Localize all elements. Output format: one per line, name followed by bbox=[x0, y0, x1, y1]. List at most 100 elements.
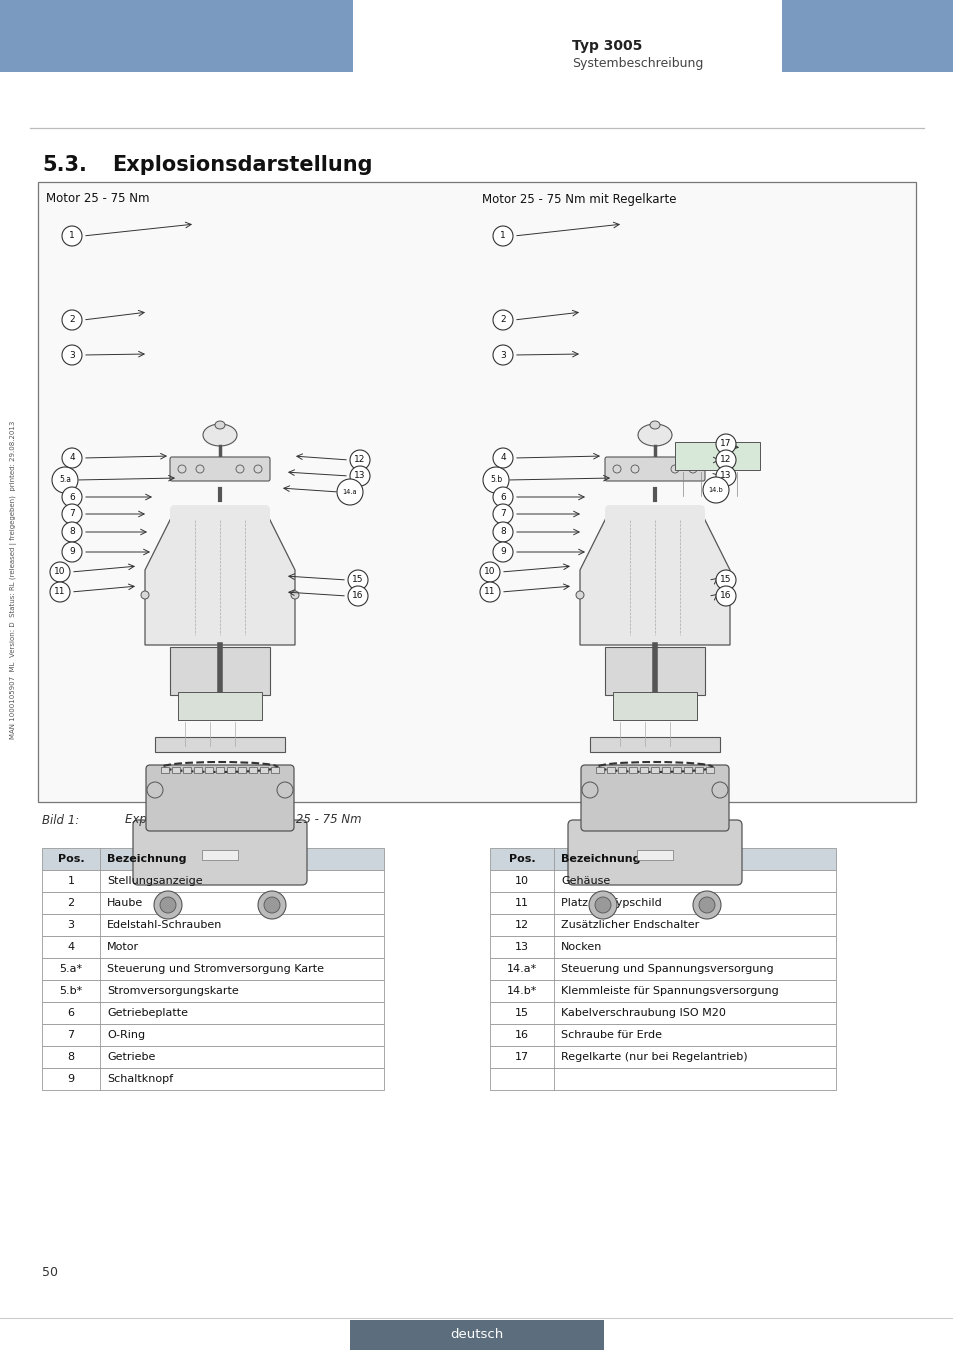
Bar bbox=[661, 767, 669, 774]
Ellipse shape bbox=[576, 591, 583, 599]
Text: Gehäuse: Gehäuse bbox=[560, 876, 610, 886]
Bar bbox=[350, 1320, 603, 1350]
Bar bbox=[42, 1068, 384, 1089]
Text: MAN 1000105907  ML  Version: D  Status: RL (released | freigegeben)  printed: 29: MAN 1000105907 ML Version: D Status: RL … bbox=[10, 421, 17, 740]
Ellipse shape bbox=[716, 466, 735, 486]
Text: 12: 12 bbox=[515, 919, 529, 930]
Ellipse shape bbox=[479, 582, 499, 602]
Ellipse shape bbox=[348, 586, 368, 606]
Bar bbox=[0, 0, 353, 72]
Bar bbox=[154, 737, 285, 752]
Text: 13: 13 bbox=[354, 471, 365, 481]
Bar bbox=[42, 848, 384, 869]
Text: 16: 16 bbox=[720, 591, 731, 601]
Bar bbox=[683, 767, 691, 774]
Text: 6: 6 bbox=[499, 493, 505, 501]
Ellipse shape bbox=[147, 782, 163, 798]
Ellipse shape bbox=[141, 591, 149, 599]
Ellipse shape bbox=[649, 421, 659, 429]
Text: 7: 7 bbox=[499, 509, 505, 518]
Ellipse shape bbox=[725, 591, 733, 599]
Bar bbox=[613, 693, 697, 720]
Bar bbox=[193, 767, 202, 774]
Text: Regelkarte (nur bei Regelantrieb): Regelkarte (nur bei Regelantrieb) bbox=[560, 1052, 747, 1062]
Bar bbox=[42, 936, 384, 958]
Ellipse shape bbox=[62, 448, 82, 468]
Ellipse shape bbox=[688, 464, 697, 472]
Text: Motor 25 - 75 Nm mit Regelkarte: Motor 25 - 75 Nm mit Regelkarte bbox=[481, 193, 676, 205]
Text: 14.a: 14.a bbox=[342, 489, 357, 495]
Text: Haube: Haube bbox=[107, 898, 143, 909]
Text: O-Ring: O-Ring bbox=[107, 1030, 145, 1040]
Bar bbox=[639, 767, 647, 774]
Text: Getriebeplatte: Getriebeplatte bbox=[107, 1008, 188, 1018]
Ellipse shape bbox=[613, 464, 620, 472]
Ellipse shape bbox=[276, 782, 293, 798]
Text: Schaltknopf: Schaltknopf bbox=[107, 1075, 172, 1084]
FancyBboxPatch shape bbox=[580, 765, 728, 832]
Bar bbox=[637, 850, 672, 860]
FancyBboxPatch shape bbox=[170, 505, 270, 540]
Ellipse shape bbox=[350, 466, 370, 486]
Text: 9: 9 bbox=[499, 548, 505, 556]
Text: Getriebe: Getriebe bbox=[107, 1052, 155, 1062]
Ellipse shape bbox=[716, 433, 735, 454]
Bar bbox=[490, 848, 835, 869]
Text: Bezeichnung: Bezeichnung bbox=[560, 855, 639, 864]
Bar bbox=[618, 767, 625, 774]
Text: 15: 15 bbox=[720, 575, 731, 585]
Ellipse shape bbox=[716, 450, 735, 470]
Text: 16: 16 bbox=[515, 1030, 529, 1040]
Bar bbox=[215, 767, 224, 774]
Text: 17: 17 bbox=[515, 1052, 529, 1062]
Text: 17: 17 bbox=[720, 440, 731, 448]
Text: Steuerung und Stromversorgung Karte: Steuerung und Stromversorgung Karte bbox=[107, 964, 324, 973]
Ellipse shape bbox=[62, 504, 82, 524]
Text: 5.b*: 5.b* bbox=[59, 986, 83, 996]
Bar bbox=[490, 1068, 835, 1089]
Text: 5.a: 5.a bbox=[59, 475, 71, 485]
Text: Bild 1:: Bild 1: bbox=[42, 814, 79, 826]
Bar bbox=[260, 767, 268, 774]
Ellipse shape bbox=[235, 464, 244, 472]
Text: 3: 3 bbox=[499, 351, 505, 359]
Text: 15: 15 bbox=[352, 575, 363, 585]
Text: 16: 16 bbox=[352, 591, 363, 601]
Bar bbox=[490, 869, 835, 892]
Text: Stellungsanzeige: Stellungsanzeige bbox=[107, 876, 202, 886]
Text: 6: 6 bbox=[68, 1008, 74, 1018]
Text: 2: 2 bbox=[70, 316, 74, 324]
Ellipse shape bbox=[62, 522, 82, 541]
Bar bbox=[42, 980, 384, 1002]
Bar bbox=[490, 1046, 835, 1068]
Ellipse shape bbox=[62, 225, 82, 246]
Ellipse shape bbox=[588, 891, 617, 919]
FancyBboxPatch shape bbox=[604, 458, 704, 481]
Ellipse shape bbox=[336, 479, 363, 505]
Ellipse shape bbox=[702, 477, 728, 504]
Ellipse shape bbox=[50, 582, 70, 602]
Ellipse shape bbox=[493, 225, 513, 246]
Bar bbox=[42, 958, 384, 980]
Bar bbox=[606, 767, 615, 774]
Text: Explosionsdarstellung Motor 25 - 75 Nm: Explosionsdarstellung Motor 25 - 75 Nm bbox=[125, 814, 361, 826]
Ellipse shape bbox=[493, 448, 513, 468]
FancyBboxPatch shape bbox=[146, 765, 294, 832]
Text: 11: 11 bbox=[484, 587, 496, 597]
Text: 10: 10 bbox=[54, 567, 66, 576]
Text: 6: 6 bbox=[69, 493, 74, 501]
Ellipse shape bbox=[581, 782, 598, 798]
Text: Stromversorgungskarte: Stromversorgungskarte bbox=[107, 986, 238, 996]
Ellipse shape bbox=[670, 464, 679, 472]
Ellipse shape bbox=[62, 541, 82, 562]
Bar bbox=[227, 767, 234, 774]
FancyBboxPatch shape bbox=[132, 819, 307, 886]
Text: Schraube für Erde: Schraube für Erde bbox=[560, 1030, 661, 1040]
Text: 14.a*: 14.a* bbox=[506, 964, 537, 973]
Ellipse shape bbox=[493, 346, 513, 365]
Text: 12: 12 bbox=[354, 455, 365, 464]
Text: 8: 8 bbox=[499, 528, 505, 536]
Ellipse shape bbox=[160, 896, 175, 913]
Bar bbox=[490, 958, 835, 980]
Ellipse shape bbox=[595, 896, 610, 913]
